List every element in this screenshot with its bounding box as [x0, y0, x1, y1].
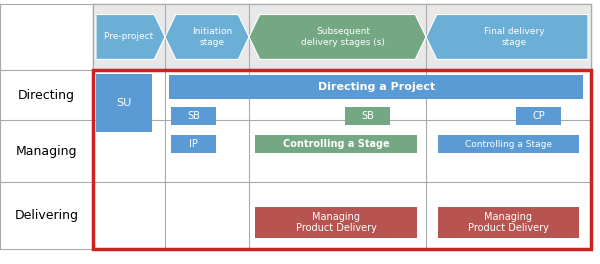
Bar: [255, 135, 417, 153]
Bar: [96, 74, 152, 132]
Text: Managing: Managing: [16, 145, 77, 158]
Text: Managing
Product Delivery: Managing Product Delivery: [296, 212, 376, 233]
Polygon shape: [96, 15, 165, 59]
Text: Directing a Project: Directing a Project: [317, 82, 435, 92]
Bar: [171, 107, 216, 125]
Bar: [171, 135, 216, 153]
Text: Pre-pro​ject: Pre-pro​ject: [104, 32, 154, 41]
Text: Managing
Product Delivery: Managing Product Delivery: [468, 212, 549, 233]
Text: SU: SU: [116, 98, 131, 108]
Text: Subsequent
delivery stages (s): Subsequent delivery stages (s): [301, 27, 385, 47]
Text: Delivering: Delivering: [14, 209, 79, 222]
Bar: [169, 75, 583, 99]
Bar: [93, 4, 591, 70]
Bar: [93, 70, 591, 249]
Text: Initiation
stage: Initiation stage: [192, 27, 233, 47]
Text: Controlling a Stage: Controlling a Stage: [465, 140, 552, 149]
Polygon shape: [165, 15, 249, 59]
Text: SB: SB: [361, 111, 374, 121]
Text: Controlling a Stage: Controlling a Stage: [283, 139, 389, 149]
Bar: [438, 135, 579, 153]
Polygon shape: [249, 15, 426, 59]
Text: IP: IP: [189, 139, 198, 149]
Bar: [255, 207, 417, 238]
Bar: [516, 107, 561, 125]
Text: Final delivery
stage: Final delivery stage: [484, 27, 544, 47]
Text: Directing: Directing: [18, 88, 75, 102]
Polygon shape: [426, 15, 588, 59]
Text: CP: CP: [532, 111, 545, 121]
Bar: [438, 207, 579, 238]
Bar: [93, 4, 591, 249]
Text: SB: SB: [187, 111, 200, 121]
Bar: [345, 107, 390, 125]
